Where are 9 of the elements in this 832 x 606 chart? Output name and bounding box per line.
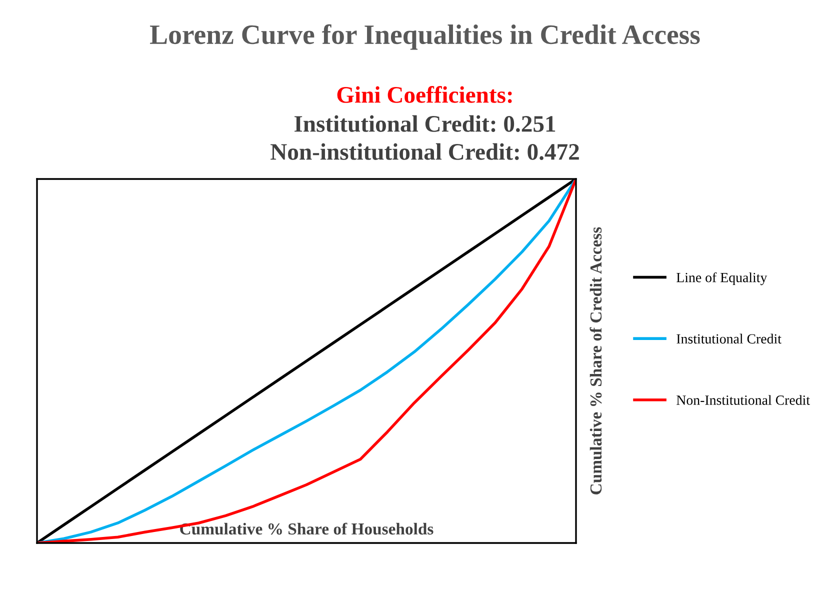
legend-label: Institutional Credit: [676, 334, 782, 344]
chart-subtitle: Gini Coefficients:: [337, 86, 512, 104]
text: Non-institutional Credit: 0.472: [270, 143, 579, 160]
chart-title: Lorenz Curve for Inequalities in Credit Access: [150, 24, 700, 50]
y-axis-title: Cumulative % Share of Credit Access: [590, 227, 602, 494]
text: Institutional Credit: 0.251: [294, 115, 556, 132]
x-axis-title: Cumulative % Share of Households: [180, 522, 434, 535]
legend-label: Line of Equality: [676, 272, 768, 286]
legend-label: Non-Institutional Credit: [676, 395, 810, 405]
